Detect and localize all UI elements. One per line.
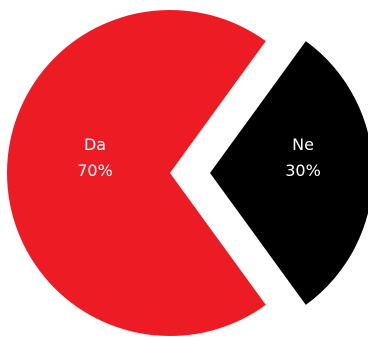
- slice-category-label: Da: [84, 135, 106, 154]
- slice-label-da: Da 70%: [77, 135, 113, 180]
- pie-slice-ne: [210, 41, 368, 305]
- slice-label-ne: Ne 30%: [285, 135, 321, 180]
- slice-value-label: 30%: [285, 161, 321, 180]
- pie-slice-da: [6, 9, 266, 336]
- slice-value-label: 70%: [77, 161, 113, 180]
- pie-slices: [6, 9, 368, 336]
- slice-category-label: Ne: [292, 135, 314, 154]
